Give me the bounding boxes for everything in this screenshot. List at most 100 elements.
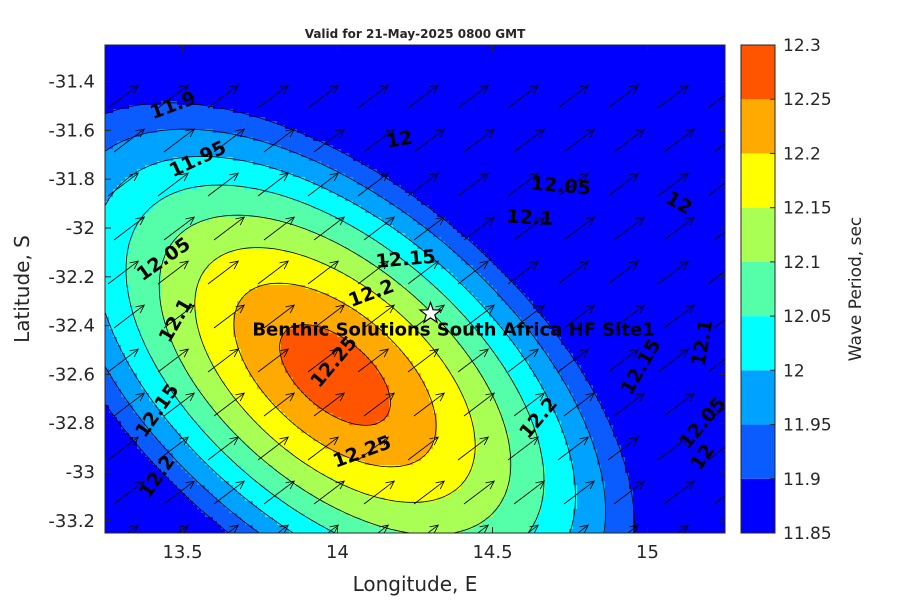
contour-band-cell <box>537 441 566 446</box>
contour-band-cell <box>241 353 282 358</box>
wind-arrow <box>227 524 240 533</box>
wind-arrow <box>463 304 496 329</box>
contour-band-cell <box>545 477 574 482</box>
contour-band-cell <box>213 405 242 410</box>
contour-band-cell <box>265 461 306 466</box>
contour-band-cell <box>225 453 258 458</box>
contour-band-cell <box>593 445 622 450</box>
contour-band-cell <box>157 465 182 470</box>
contour-band-cell <box>473 293 498 298</box>
contour-band-cell <box>353 177 390 182</box>
contour-band-cell <box>433 345 462 350</box>
contour-band-cell <box>157 201 306 206</box>
contour-band-cell <box>165 445 190 450</box>
contour-band-cell <box>201 389 230 394</box>
contour-band-cell <box>105 189 114 194</box>
contour-band-cell <box>429 205 725 210</box>
contour-band-cell <box>197 505 226 510</box>
contour-band-cell <box>597 461 626 466</box>
contour-band-cell <box>293 197 346 202</box>
contour-band-cell <box>505 425 534 430</box>
contour-band-cell <box>273 493 314 498</box>
wind-arrow <box>713 495 725 505</box>
contour-band-cell <box>257 505 290 510</box>
contour-band-cell <box>437 497 502 502</box>
contour-band-cell <box>129 365 158 370</box>
contour-band-cell <box>129 105 214 110</box>
plot-frame <box>104 44 726 534</box>
contour-band-cell <box>257 421 294 426</box>
contour-band-cell <box>361 281 398 286</box>
contour-band-cell <box>181 437 210 442</box>
contour-band-cell <box>573 509 606 514</box>
wind-arrow <box>407 436 440 461</box>
contour-band-cell <box>473 425 506 430</box>
contour-band-cell <box>257 381 294 386</box>
contour-band-cell <box>233 313 362 318</box>
contour-band-cell <box>461 389 490 394</box>
contour-band-cell <box>505 429 538 434</box>
contour-band-cell <box>105 437 134 442</box>
contour-band-cell <box>137 445 166 450</box>
contour-band-cell <box>105 313 134 318</box>
contour-band-cell <box>233 429 266 434</box>
contour-band-cell <box>505 301 534 306</box>
contour-band-cell <box>201 509 230 514</box>
wind-arrow <box>557 84 590 109</box>
contour-band-cell <box>509 465 546 470</box>
contour-band-cell <box>105 217 142 222</box>
contour-band-cell <box>105 85 725 90</box>
contour-band-cell <box>105 489 182 494</box>
contour-band-cell <box>401 209 434 214</box>
contour-band-cell <box>585 421 610 426</box>
contour-band-cell <box>225 505 258 510</box>
wind-arrow <box>257 436 290 461</box>
contour-band-cell <box>389 249 426 254</box>
contour-band-cell <box>117 417 142 422</box>
contour-band-cell <box>345 337 390 342</box>
contour-band-cell <box>481 333 510 338</box>
contour-band-cell <box>545 481 574 486</box>
contour-band-cell <box>449 221 725 226</box>
contour-band-cell <box>529 529 570 533</box>
contour-band-cell <box>301 389 390 394</box>
contour-band-cell <box>341 149 725 154</box>
contour-band-cell <box>105 281 126 286</box>
contour-band-cell <box>193 377 222 382</box>
contour-band-cell <box>185 493 214 498</box>
contour-band-cell <box>273 401 314 406</box>
contour-band-cell <box>193 301 238 306</box>
contour-band-cell <box>281 341 354 346</box>
contour-band-cell <box>605 493 634 498</box>
contour-band-cell <box>141 337 170 342</box>
wind-arrow <box>213 480 246 505</box>
contour-band-cell <box>133 313 162 318</box>
contour-label: 12 <box>384 127 414 153</box>
contour-band-cell <box>153 357 182 362</box>
wind-arrows <box>107 84 725 533</box>
wind-arrow <box>663 216 696 241</box>
contour-band-cell <box>437 433 474 438</box>
contour-band-cell <box>421 457 474 462</box>
contour-band-cell <box>249 369 286 374</box>
contour-band-cell <box>409 289 442 294</box>
contour-band-cell <box>589 433 614 438</box>
wind-arrow <box>513 480 546 505</box>
contour-band-cell <box>509 453 542 458</box>
contour-band-cell <box>161 101 178 106</box>
contour-band-cell <box>381 217 414 222</box>
contour-band-cell <box>345 197 386 202</box>
contour-band-cell <box>465 317 494 322</box>
contour-band-cell <box>433 349 466 354</box>
contour-band-cell <box>157 437 182 442</box>
contour-band-cell <box>573 357 725 362</box>
contour-band-cell <box>473 417 502 422</box>
y-tick-label: -32.6 <box>48 364 95 385</box>
contour-band-cell <box>317 289 374 294</box>
contour-band-cell <box>485 253 725 258</box>
contour-band-cell <box>393 305 426 310</box>
contour-band-cell <box>185 405 214 410</box>
contour-band-cell <box>121 345 146 350</box>
contour-band-cell <box>265 485 302 490</box>
contour-band-cell <box>341 453 426 458</box>
